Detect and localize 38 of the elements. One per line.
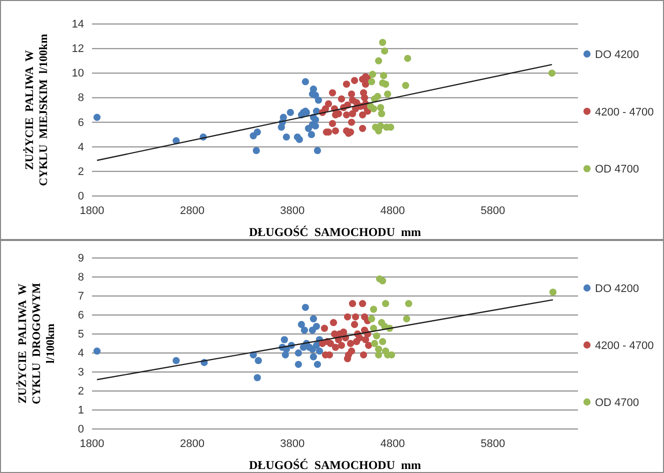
y-tick-label: 2 bbox=[78, 386, 84, 398]
x-tick-label: 4800 bbox=[380, 204, 405, 217]
x-tick-label: 3800 bbox=[280, 438, 305, 450]
y-tick-label: 6 bbox=[78, 116, 84, 129]
x-tick-label: 5800 bbox=[480, 438, 506, 450]
y-axis-title: ZUŻYCIE PALIWA W CYKLU DROGOWYM l/100km bbox=[16, 282, 57, 404]
y-tick-label: 5 bbox=[78, 328, 84, 341]
x-tick-label: 4800 bbox=[380, 438, 405, 450]
x-tick-label: 1800 bbox=[80, 204, 104, 217]
x-axis-title: DŁUGOŚĆ SAMOCHODU mm bbox=[248, 458, 422, 472]
y-tick-label: 10 bbox=[72, 68, 84, 80]
x-tick-label: 2800 bbox=[180, 438, 204, 450]
y-tick-label: 14 bbox=[72, 18, 84, 31]
y-tick-label: 7 bbox=[78, 290, 84, 303]
legend-label: DO 4200 bbox=[595, 49, 640, 61]
x-tick-label: 5800 bbox=[480, 204, 506, 217]
legend-label: OD 4700 bbox=[595, 164, 640, 176]
y-tick-label: 9 bbox=[78, 252, 84, 265]
legend-label: 4200 - 4700 bbox=[595, 106, 654, 118]
x-tick-label: 2800 bbox=[180, 204, 204, 217]
y-tick-label: 4 bbox=[78, 348, 84, 360]
y-tick-label: 8 bbox=[78, 272, 84, 284]
legend-label: 4200 - 4700 bbox=[595, 340, 654, 352]
legend-label: OD 4700 bbox=[595, 397, 640, 409]
y-tick-label: 0 bbox=[78, 190, 84, 203]
x-tick-label: 1800 bbox=[80, 438, 104, 450]
y-tick-label: 2 bbox=[78, 166, 84, 178]
x-tick-label: 3800 bbox=[280, 204, 305, 217]
y-tick-label: 3 bbox=[78, 366, 84, 379]
y-tick-label: 0 bbox=[78, 424, 84, 436]
x-axis-title: DŁUGOŚĆ SAMOCHODU mm bbox=[248, 225, 422, 239]
y-tick-label: 8 bbox=[78, 92, 84, 104]
y-tick-label: 4 bbox=[78, 141, 84, 154]
y-tick-label: 1 bbox=[78, 404, 84, 417]
y-tick-label: 6 bbox=[78, 310, 84, 322]
legend-label: DO 4200 bbox=[595, 283, 640, 295]
y-axis-title: ZUŻYCIE PALIWA W CYKLU MIEJSKIM l/100km bbox=[23, 34, 50, 186]
y-tick-label: 12 bbox=[72, 43, 84, 56]
